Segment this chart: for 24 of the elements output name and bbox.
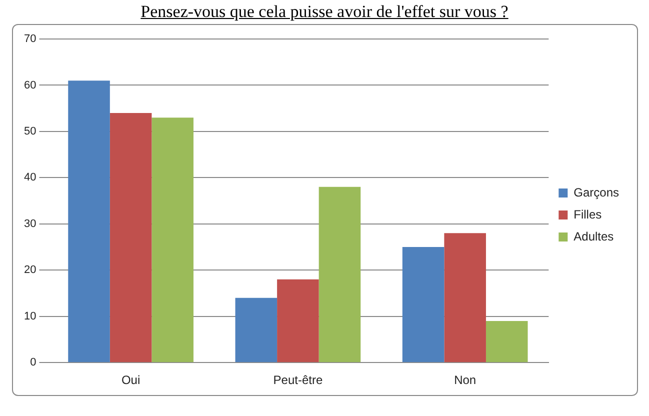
chart-title: Pensez-vous que cela puisse avoir de l'effet sur vous ? <box>140 2 510 23</box>
bar <box>444 233 486 362</box>
bar <box>277 279 319 362</box>
legend-label: Filles <box>574 207 602 222</box>
y-tick-label: 60 <box>24 79 36 92</box>
y-tick-label: 40 <box>24 172 36 184</box>
bar <box>402 247 444 362</box>
x-tick-label: Non <box>454 373 476 388</box>
legend-label: Adultes <box>574 229 614 244</box>
x-tick-label: Oui <box>121 373 140 388</box>
bar <box>152 118 194 362</box>
y-tick-label: 70 <box>24 33 36 46</box>
y-tick-label: 50 <box>24 125 36 138</box>
legend-label: Garçons <box>574 185 620 200</box>
bar <box>486 320 528 362</box>
y-tick-label: 30 <box>24 218 36 230</box>
bar <box>235 298 278 362</box>
y-tick-label: 20 <box>24 264 36 276</box>
bar <box>318 186 361 362</box>
bar <box>110 112 152 362</box>
bar <box>68 80 110 362</box>
y-tick-label: 10 <box>24 310 36 322</box>
x-tick-label: Peut-être <box>273 373 323 388</box>
y-tick-label: 0 <box>30 356 36 369</box>
